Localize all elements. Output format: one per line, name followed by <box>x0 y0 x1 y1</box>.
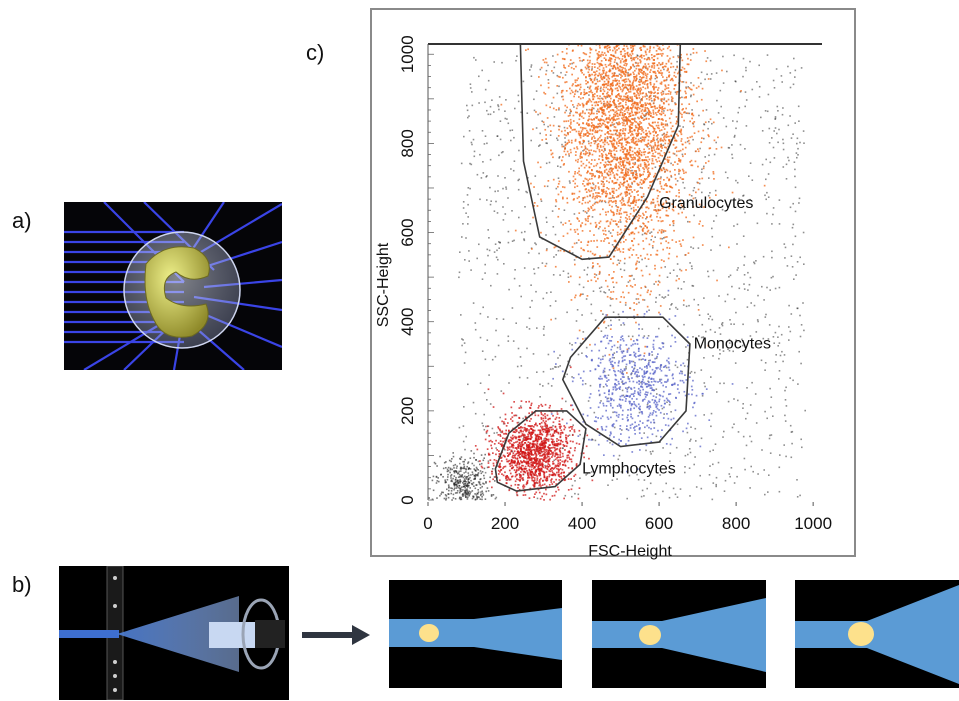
cell-particle-small <box>419 624 439 642</box>
arrow-icon <box>302 625 370 645</box>
panel-label-a: a) <box>12 208 32 233</box>
beam-diagram-small <box>389 580 562 688</box>
beam-diagram-large <box>795 580 959 688</box>
scatter-plot-frame <box>370 8 856 557</box>
detector-body <box>255 620 285 648</box>
laser-sample-illustration <box>59 566 289 700</box>
panel-label-c: c) <box>306 40 325 65</box>
detector-lens <box>209 622 259 648</box>
cell-scatter-illustration <box>64 202 282 370</box>
laser-beam <box>59 630 119 638</box>
beam-diagram-medium <box>592 580 766 688</box>
cell-particle-large <box>848 622 874 646</box>
panel-label-b: b) <box>12 572 32 597</box>
cell-particle-medium <box>639 625 661 645</box>
